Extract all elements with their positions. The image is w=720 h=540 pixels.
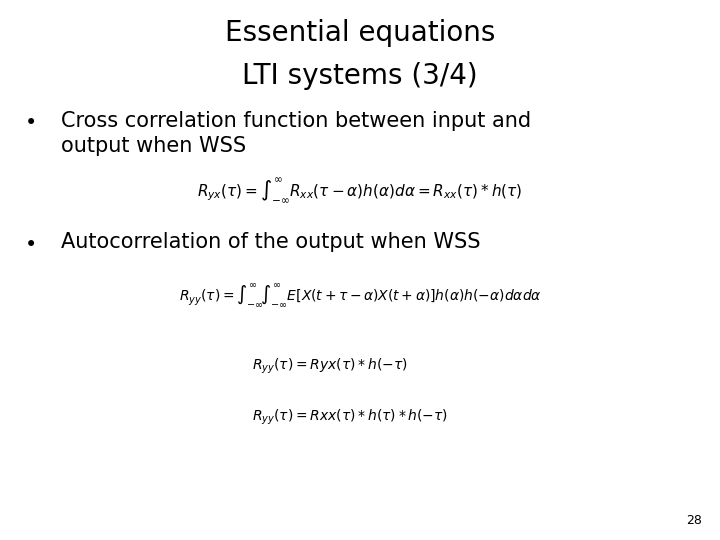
Text: $R_{yy}(\tau) = Ryx(\tau) * h(-\tau)$: $R_{yy}(\tau) = Ryx(\tau) * h(-\tau)$ bbox=[252, 356, 408, 376]
Text: Essential equations: Essential equations bbox=[225, 19, 495, 47]
Text: $R_{yx}(\tau) = \int_{-\infty}^{\infty} R_{xx}(\tau - \alpha)h(\alpha)d\alpha = : $R_{yx}(\tau) = \int_{-\infty}^{\infty} … bbox=[197, 177, 523, 206]
Text: 28: 28 bbox=[686, 514, 702, 526]
Text: $R_{yy}(\tau) = \int_{-\infty}^{\infty}\!\int_{-\infty}^{\infty} E[X(t+\tau-\alp: $R_{yy}(\tau) = \int_{-\infty}^{\infty}\… bbox=[179, 282, 541, 309]
Text: output when WSS: output when WSS bbox=[61, 136, 246, 156]
Text: $R_{yy}(\tau) = Rxx(\tau) * h(\tau) * h(-\tau)$: $R_{yy}(\tau) = Rxx(\tau) * h(\tau) * h(… bbox=[252, 408, 448, 427]
Text: •: • bbox=[25, 235, 37, 255]
Text: LTI systems (3/4): LTI systems (3/4) bbox=[242, 62, 478, 90]
Text: •: • bbox=[25, 113, 37, 133]
Text: Autocorrelation of the output when WSS: Autocorrelation of the output when WSS bbox=[61, 232, 481, 252]
Text: Cross correlation function between input and: Cross correlation function between input… bbox=[61, 111, 531, 131]
